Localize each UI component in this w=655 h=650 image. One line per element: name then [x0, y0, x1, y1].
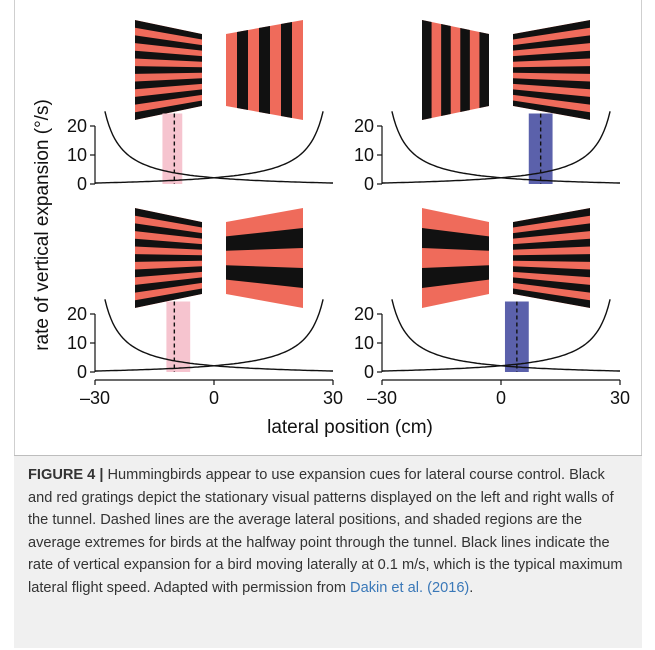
wall-stripe — [441, 20, 451, 120]
y-tick-label: 20 — [354, 116, 374, 136]
x-tick-label: –30 — [80, 388, 110, 408]
expansion-curve-right — [382, 299, 611, 372]
wall-stripe — [422, 265, 489, 288]
expansion-curve-right — [95, 111, 324, 184]
expansion-curve-left — [391, 299, 620, 372]
figure-chart: rate of vertical expansion (°/s) lateral… — [32, 20, 630, 438]
caption-text: Hummingbirds appear to use expansion cue… — [28, 467, 623, 596]
y-tick-label: 0 — [77, 362, 87, 382]
x-tick-label: –30 — [367, 388, 397, 408]
wall-stripe — [281, 20, 292, 120]
wall-stripe — [226, 265, 303, 288]
wall-stripe — [135, 254, 202, 262]
wall-background — [422, 20, 489, 120]
wall-stripe — [513, 35, 590, 51]
panel-top-right: 0 10 20 — [354, 20, 620, 194]
wall-right-vertical — [226, 20, 303, 120]
y-tick-label: 10 — [354, 333, 374, 353]
panel-bottom-right: 0 10 20 –30 0 30 — [354, 208, 630, 408]
wall-stripe — [135, 35, 202, 51]
figure-label: FIGURE 4 | — [28, 467, 104, 483]
wall-stripe — [513, 100, 590, 120]
wall-stripe — [513, 254, 590, 262]
y-tick-label: 20 — [354, 304, 374, 324]
wall-stripe — [513, 89, 590, 105]
wall-stripe — [237, 20, 248, 120]
wall-stripe — [135, 223, 202, 239]
wall-background — [422, 208, 489, 308]
x-tick-label: 30 — [323, 388, 343, 408]
wall-background — [226, 208, 303, 308]
x-tick-label: 30 — [610, 388, 630, 408]
y-tick-label: 0 — [364, 174, 374, 194]
wall-stripe — [135, 288, 202, 308]
caption-end: . — [469, 579, 474, 596]
wall-stripe — [460, 20, 470, 120]
x-tick-label: 0 — [496, 388, 506, 408]
figure-caption: FIGURE 4 | Hummingbirds appear to use ex… — [28, 464, 628, 599]
wall-stripe — [259, 20, 270, 120]
wall-stripe — [135, 208, 202, 228]
y-tick-label: 20 — [67, 116, 87, 136]
caption-box — [14, 455, 642, 648]
extremes-band — [162, 113, 183, 184]
wall-left-horizontal-fine — [135, 208, 202, 308]
y-tick-label: 0 — [77, 174, 87, 194]
wall-stripe — [422, 20, 432, 120]
x-axis-label: lateral position (cm) — [267, 417, 433, 438]
expansion-curve-right — [95, 299, 324, 372]
y-tick-label: 0 — [364, 362, 374, 382]
expansion-curve-right — [382, 111, 611, 184]
extremes-band — [166, 301, 191, 372]
wall-stripe — [513, 238, 590, 250]
wall-stripe — [513, 223, 590, 239]
expansion-curve-left — [104, 111, 333, 184]
wall-stripe — [513, 78, 590, 90]
wall-stripe — [422, 228, 489, 251]
wall-stripe — [513, 277, 590, 293]
wall-stripe — [513, 288, 590, 308]
y-tick-label: 10 — [354, 145, 374, 165]
expansion-curve-left — [104, 299, 333, 372]
wall-stripe — [135, 78, 202, 90]
wall-stripe — [135, 100, 202, 120]
y-tick-label: 10 — [67, 333, 87, 353]
wall-stripe — [479, 20, 489, 120]
wall-stripe — [226, 228, 303, 251]
wall-stripe — [135, 277, 202, 293]
wall-stripe — [135, 89, 202, 105]
y-tick-label: 20 — [67, 304, 87, 324]
y-tick-label: 10 — [67, 145, 87, 165]
wall-stripe — [135, 266, 202, 278]
wall-left-vertical — [422, 20, 489, 120]
wall-stripe — [135, 66, 202, 74]
wall-stripe — [513, 50, 590, 62]
expansion-curve-left — [391, 111, 620, 184]
wall-stripe — [513, 266, 590, 278]
y-axis-label: rate of vertical expansion (°/s) — [32, 99, 53, 351]
wall-left-horizontal-coarse — [422, 208, 489, 308]
wall-stripe — [135, 238, 202, 250]
wall-left-horizontal-fine — [135, 20, 202, 120]
wall-stripe — [513, 66, 590, 74]
figure-frame — [14, 0, 642, 648]
wall-right-horizontal-coarse — [226, 208, 303, 308]
wall-stripe — [135, 50, 202, 62]
panel-bottom-left: 0 10 20 –30 0 30 — [67, 208, 343, 408]
wall-stripe — [513, 208, 590, 228]
citation-link[interactable]: Dakin et al. (2016) — [350, 579, 470, 596]
wall-stripe — [135, 20, 202, 40]
wall-right-horizontal-fine — [513, 20, 590, 120]
panel-top-left: 0 10 20 — [67, 20, 333, 194]
x-tick-label: 0 — [209, 388, 219, 408]
wall-right-horizontal-fine — [513, 208, 590, 308]
wall-stripe — [513, 20, 590, 40]
